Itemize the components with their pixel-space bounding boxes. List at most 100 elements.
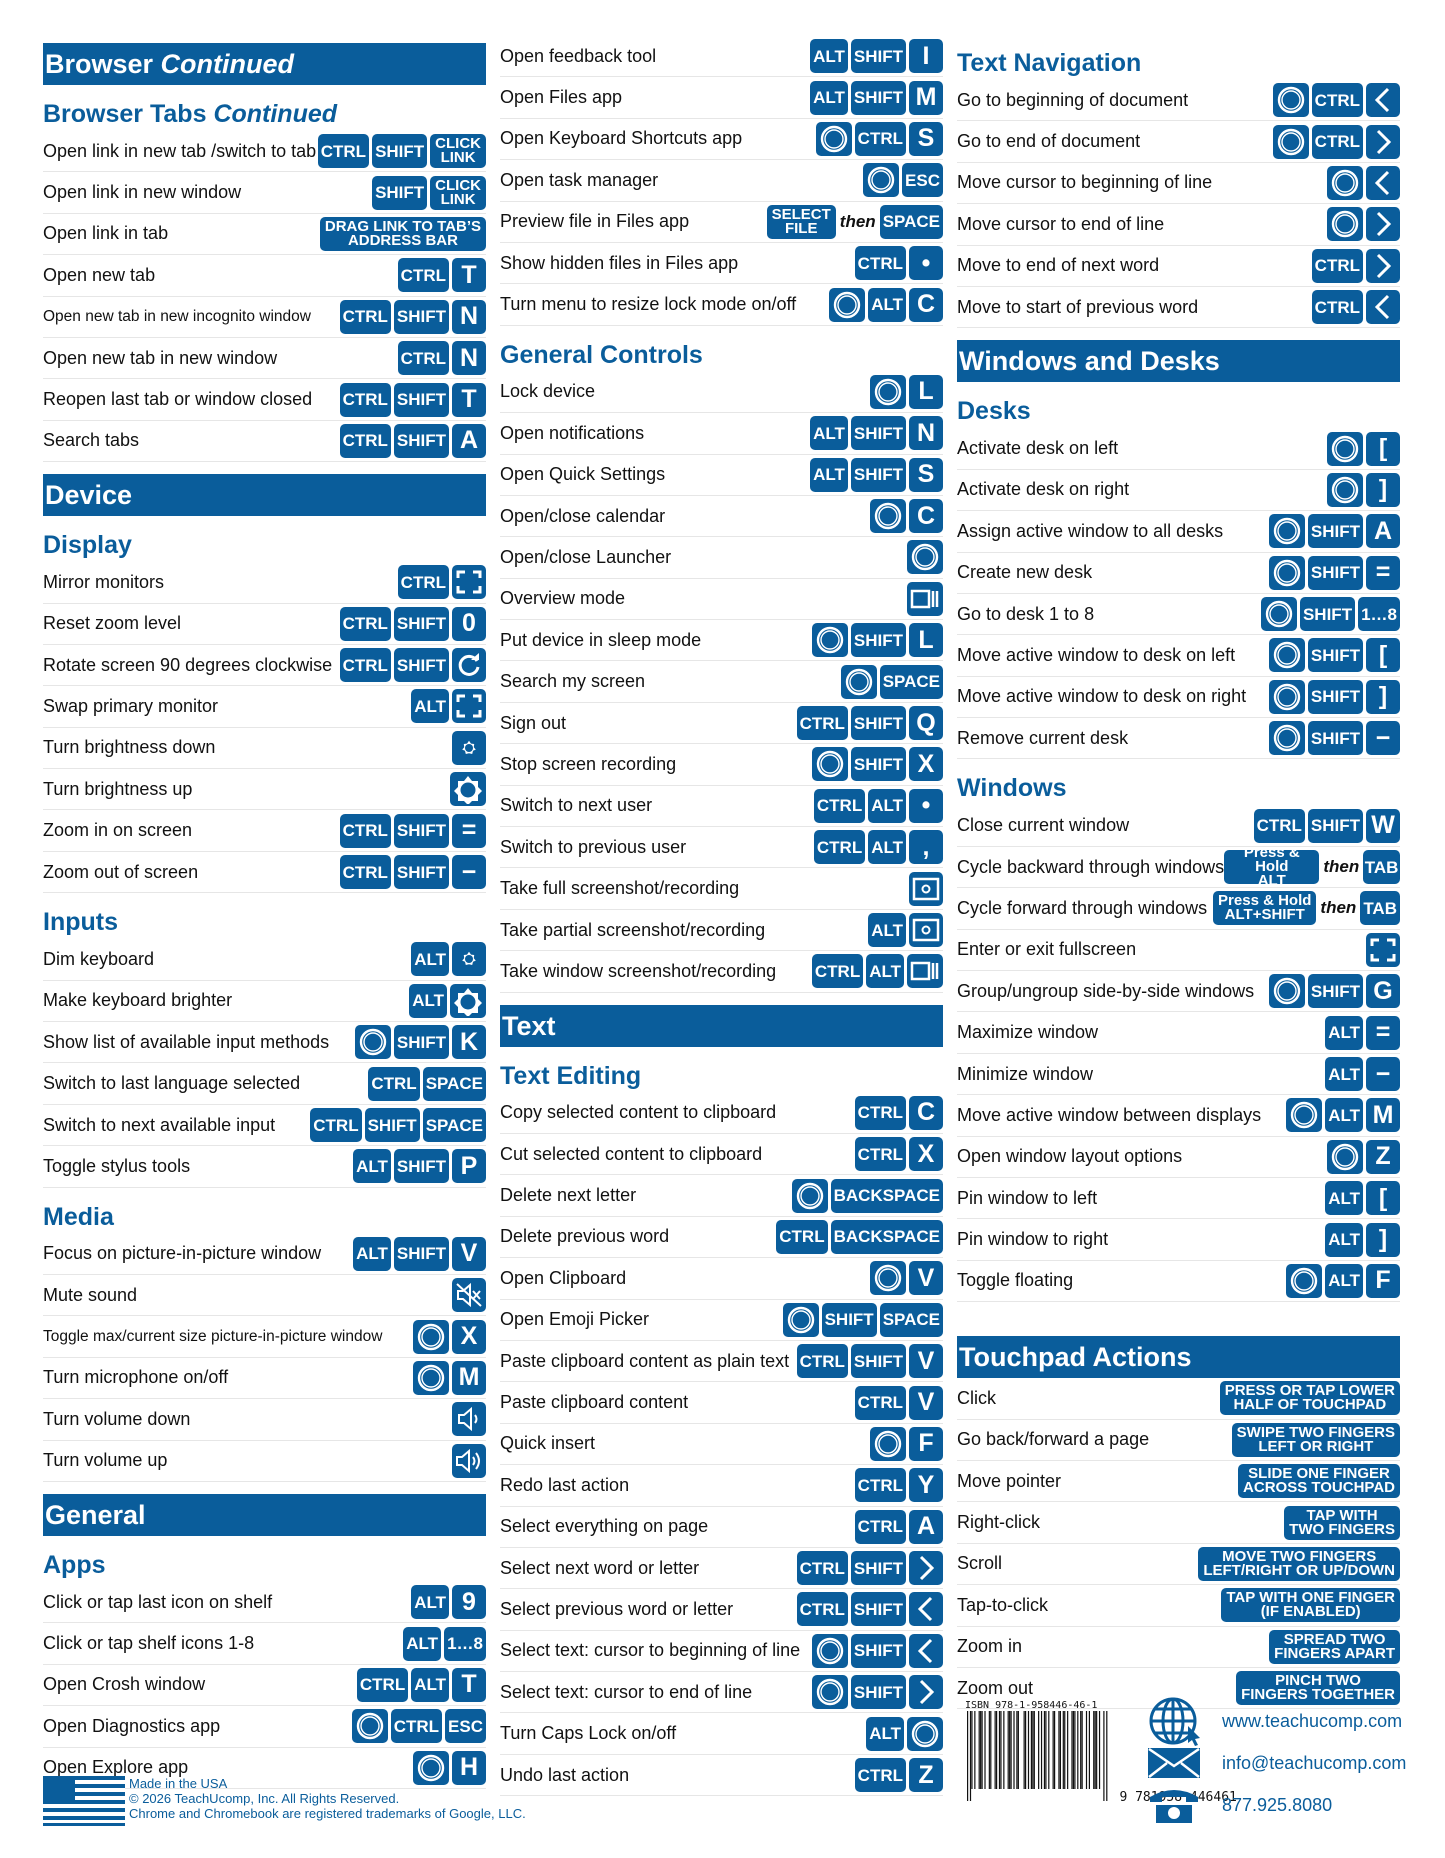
then-separator: then <box>1323 857 1360 877</box>
key-combo: CTRL BACKSPACE <box>776 1219 943 1254</box>
shortcut-label: Move active window to desk on left <box>957 644 1236 665</box>
key-combo: ALT = <box>1325 1015 1400 1050</box>
shortcut-row: Click PRESS OR TAP LOWER HALF OF TOUCHPAD <box>957 1378 1400 1420</box>
chevron-right-key <box>909 1675 943 1710</box>
click-link-key: CLICK LINK <box>430 175 486 210</box>
shortcut-label: Right-click <box>957 1512 1041 1533</box>
chevron-left-key <box>1366 83 1400 118</box>
key-combo: SHIFT CLICK LINK <box>372 175 486 210</box>
shortcut-label: Show hidden files in Files app <box>500 252 739 273</box>
key-combo: ALT SHIFT N <box>810 416 943 451</box>
ctrl-key: CTRL <box>356 1667 409 1702</box>
shortcut-row: Turn volume down <box>43 1399 486 1441</box>
screenshot-icon <box>912 877 940 901</box>
shortcut-row: Open/close calendar C <box>500 496 943 538</box>
symbol-key: = <box>1366 1015 1400 1050</box>
ctrl-key: CTRL <box>390 1709 443 1744</box>
shift-key: SHIFT <box>364 1108 420 1142</box>
launcher-icon <box>355 1711 385 1741</box>
shortcut-label: Select text: cursor to beginning of line <box>500 1640 801 1661</box>
launcher-key <box>870 499 906 534</box>
section-header-windows-and-desks: Windows and Desks <box>957 340 1400 383</box>
shortcut-row: Reset zoom level CTRL SHIFT 0 <box>43 604 486 645</box>
shift-key: SHIFT <box>1307 679 1363 714</box>
shift-key: SHIFT <box>850 1592 906 1627</box>
z-key: Z <box>909 1758 943 1793</box>
shift-key: SHIFT <box>393 1025 449 1060</box>
chevron-left-icon <box>1372 87 1394 113</box>
brightness-down-key <box>452 730 486 765</box>
n-key: N <box>452 299 486 334</box>
space-key: SPACE <box>422 1066 486 1101</box>
shortcut-row: Minimize window ALT − <box>957 1054 1400 1096</box>
shortcut-row: Move active window to desk on right SHIFT… <box>957 677 1400 719</box>
alt-key: ALT <box>411 1667 449 1702</box>
chevron-left-icon <box>1372 170 1394 196</box>
shift-key: SHIFT <box>393 1236 449 1271</box>
ctrl-key: CTRL <box>813 788 866 823</box>
launcher-icon <box>866 165 896 195</box>
shortcut-row: Show list of available input methods SHIF… <box>43 1022 486 1064</box>
shortcut-label: Select text: cursor to end of line <box>500 1681 753 1702</box>
shortcut-label: Click or tap last icon on shelf <box>43 1591 273 1612</box>
barcode-bars <box>967 1711 1108 1801</box>
key-combo: SHIFT X <box>811 747 943 782</box>
subsection-header-browser-tabs: Browser Tabs Continued <box>43 95 486 131</box>
shortcut-label: Zoom out <box>957 1677 1034 1698</box>
v-key: V <box>452 1236 486 1271</box>
key-combo: CTRL • <box>854 246 943 281</box>
shortcut-label: Toggle max/current size picture-in-pictu… <box>43 1327 383 1345</box>
shortcut-row: Activate desk on right] <box>957 470 1400 512</box>
key-combo <box>1327 165 1400 200</box>
key-combo: Press & Hold ALT+SHIFT then TAB <box>1213 891 1400 926</box>
launcher-icon <box>815 625 845 655</box>
shortcut-row: Zoom in SPREAD TWO FINGERS APART <box>957 1627 1400 1668</box>
brightness-up-key <box>450 772 486 807</box>
shortcut-label: Switch to last language selected <box>43 1073 301 1094</box>
key-combo: CTRL Z <box>854 1758 943 1793</box>
ctrl-key: CTRL <box>854 1468 906 1503</box>
brightness-up-key <box>450 983 486 1018</box>
shortcut-label: Search tabs <box>43 430 140 451</box>
brightness-down-icon <box>457 947 481 971</box>
shortcut-row: Rotate screen 90 degrees clockwise CTRL SH… <box>43 645 486 687</box>
shortcut-row: Open new tab in new incognito window CTRL… <box>43 297 486 338</box>
shift-key: SHIFT <box>393 813 449 848</box>
shortcut-label: Cycle backward through windows <box>957 856 1225 877</box>
shortcut-label: Delete previous word <box>500 1226 670 1247</box>
shortcut-label: Switch to previous user <box>500 836 687 857</box>
key-combo: SHIFT SPACE <box>782 1302 943 1337</box>
fullscreen-icon <box>456 570 482 594</box>
shortcut-label: Make keyboard brighter <box>43 990 233 1011</box>
ctrl-key: CTRL <box>1311 124 1363 159</box>
shortcut-label: Turn volume down <box>43 1408 191 1429</box>
key-combo: CTRL SHIFT A <box>339 423 486 458</box>
shortcut-row: Show hidden files in Files app CTRL • <box>500 243 943 285</box>
shortcut-row: Click or tap last icon on shelf ALT 9 <box>43 1582 486 1624</box>
launcher-icon <box>416 1322 446 1352</box>
shortcut-row: Go to desk 1 to 8 SHIFT 1…8 <box>957 594 1400 636</box>
website-link[interactable]: www.teachucomp.com <box>1222 1710 1403 1731</box>
x-key: X <box>909 1137 943 1172</box>
ctrl-key: CTRL <box>811 954 864 989</box>
launcher-icon <box>1276 85 1306 115</box>
key-combo <box>452 1278 486 1313</box>
shortcut-label: Pin window to right <box>957 1229 1109 1250</box>
header-text: Media <box>43 1202 114 1231</box>
email-link[interactable]: info@teachucomp.com <box>1222 1752 1407 1773</box>
key-combo: C <box>870 499 943 534</box>
header-text: Apps <box>43 1550 106 1579</box>
launcher-icon <box>910 1719 940 1749</box>
shortcut-label: Reset zoom level <box>43 613 182 634</box>
0-key: 0 <box>452 606 486 641</box>
shift-key: SHIFT <box>850 457 906 492</box>
chevron-right-icon <box>1372 211 1394 237</box>
launcher-key <box>1272 124 1309 159</box>
shortcut-row: Dim keyboard ALT <box>43 939 486 981</box>
shortcut-label: Take window screenshot/recording <box>500 960 777 981</box>
shortcut-row: Open Emoji Picker SHIFT SPACE <box>500 1300 943 1341</box>
key-combo: X <box>413 1319 486 1354</box>
shortcut-row: Mirror monitors CTRL <box>43 562 486 604</box>
select-file-key: SELECT FILE <box>766 204 836 239</box>
launcher-icon <box>416 1753 446 1783</box>
